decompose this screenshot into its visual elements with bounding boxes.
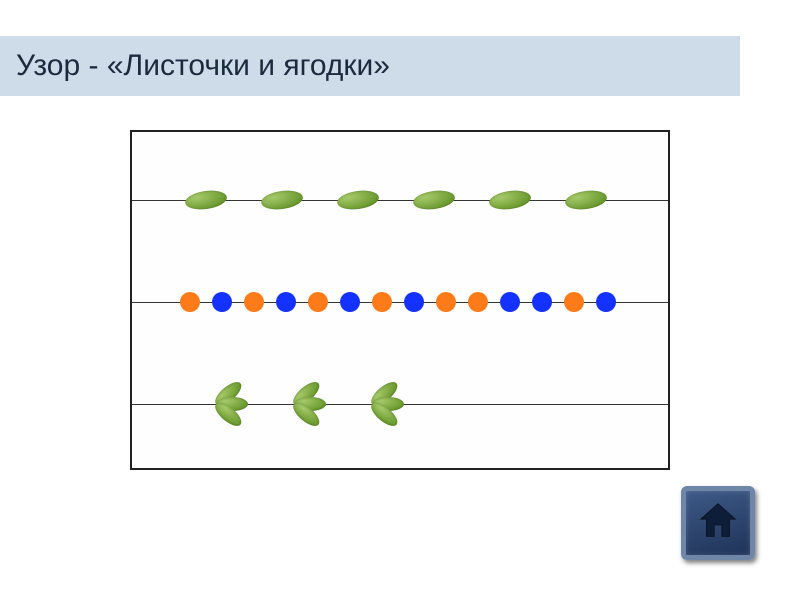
orange-berry bbox=[436, 292, 456, 312]
blue-berry bbox=[404, 292, 424, 312]
blue-berry bbox=[276, 292, 296, 312]
leaf bbox=[336, 188, 380, 212]
leaf bbox=[488, 188, 532, 212]
leaf bbox=[260, 188, 304, 212]
orange-berry bbox=[468, 292, 488, 312]
page-title: Узор - «Листочки и ягодки» bbox=[16, 49, 390, 83]
leaf bbox=[184, 188, 228, 212]
leaf bbox=[412, 188, 456, 212]
home-icon bbox=[695, 498, 741, 549]
orange-berry bbox=[244, 292, 264, 312]
blue-berry bbox=[532, 292, 552, 312]
orange-berry bbox=[372, 292, 392, 312]
orange-berry bbox=[308, 292, 328, 312]
pattern-canvas bbox=[130, 130, 670, 470]
blue-berry bbox=[340, 292, 360, 312]
title-bar: Узор - «Листочки и ягодки» bbox=[0, 36, 740, 96]
orange-berry bbox=[180, 292, 200, 312]
home-button[interactable] bbox=[681, 486, 755, 560]
leaf bbox=[564, 188, 608, 212]
orange-berry bbox=[564, 292, 584, 312]
blue-berry bbox=[500, 292, 520, 312]
blue-berry bbox=[596, 292, 616, 312]
blue-berry bbox=[212, 292, 232, 312]
